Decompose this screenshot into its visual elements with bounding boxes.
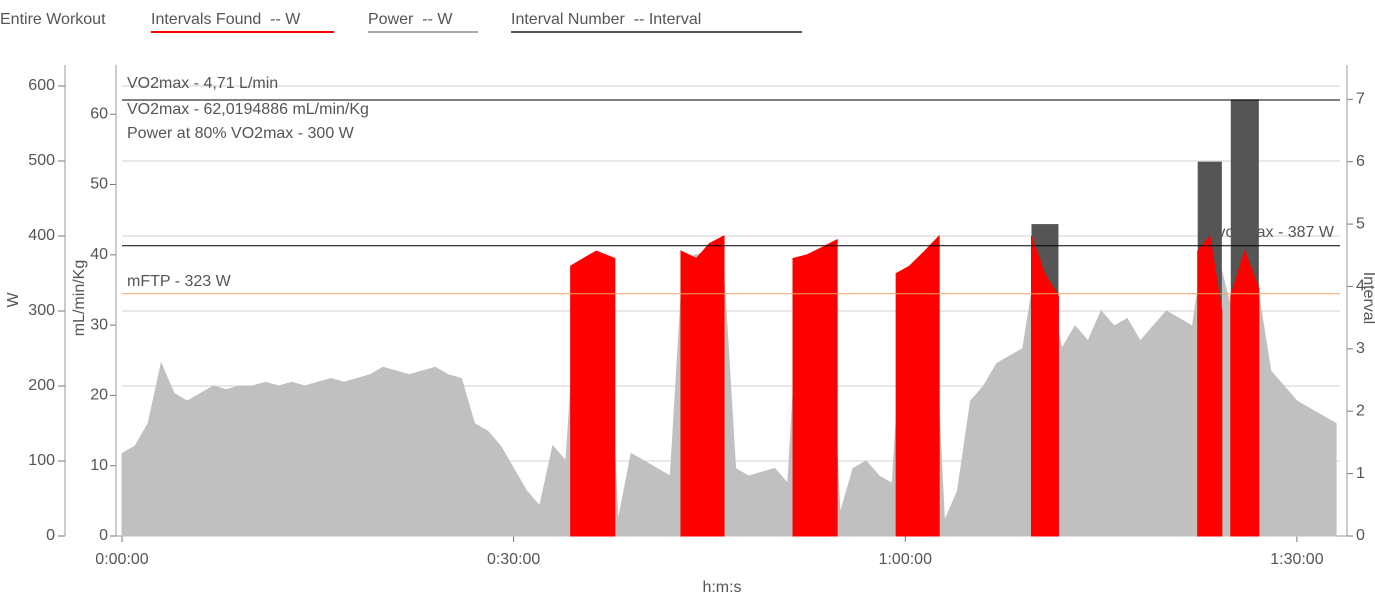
y3-axis-title: Interval xyxy=(1360,272,1375,324)
power-area xyxy=(1030,235,1059,537)
y3-tick-label: 5 xyxy=(1356,215,1365,232)
y2-tick-label: 50 xyxy=(90,176,108,193)
y3-tick-label: 2 xyxy=(1356,402,1365,419)
reference-label: Pvo2max - 387 W xyxy=(1207,224,1335,241)
power-area xyxy=(570,250,616,537)
x-axis-title: h:m:s xyxy=(702,579,741,596)
reference-label: mFTP - 323 W xyxy=(127,273,232,290)
y-tick-label: 300 xyxy=(28,302,55,319)
y2-tick-label: 10 xyxy=(90,457,108,474)
x-tick-label: 1:00:00 xyxy=(879,551,932,568)
y-tick-label: 0 xyxy=(46,527,55,544)
y3-tick-label: 6 xyxy=(1356,153,1365,170)
y2-axis-title: mL/min/Kg xyxy=(71,260,88,336)
y3-tick-label: 0 xyxy=(1356,527,1365,544)
power-area xyxy=(121,234,1337,537)
x-tick-label: 1:30:00 xyxy=(1270,551,1323,568)
y-tick-label: 600 xyxy=(28,77,55,94)
power-area xyxy=(895,234,940,537)
legend-label[interactable]: Power -- W xyxy=(368,11,453,28)
power-area xyxy=(680,235,725,537)
power-area xyxy=(1230,249,1260,537)
y2-tick-label: 60 xyxy=(90,105,108,122)
y3-tick-label: 4 xyxy=(1356,278,1365,295)
y2-tick-label: 0 xyxy=(99,527,108,544)
annotation: VO2max - 4,71 L/min xyxy=(127,75,278,92)
y-axis-title: W xyxy=(5,292,22,308)
annotation: Power at 80% VO2max - 300 W xyxy=(127,125,355,142)
power-area xyxy=(792,238,838,537)
x-tick-label: 0:30:00 xyxy=(487,551,540,568)
legend-label[interactable]: Intervals Found -- W xyxy=(151,11,301,28)
y-tick-label: 100 xyxy=(28,452,55,469)
legend-label[interactable]: Interval Number -- Interval xyxy=(511,11,701,28)
x-tick-label: 0:00:00 xyxy=(95,551,148,568)
y-tick-label: 200 xyxy=(28,377,55,394)
y2-tick-label: 40 xyxy=(90,246,108,263)
y-tick-label: 500 xyxy=(28,152,55,169)
y2-tick-label: 30 xyxy=(90,316,108,333)
y2-tick-label: 20 xyxy=(90,387,108,404)
power-area xyxy=(1197,234,1223,537)
y3-tick-label: 7 xyxy=(1356,91,1365,108)
y3-tick-label: 3 xyxy=(1356,340,1365,357)
y-tick-label: 400 xyxy=(28,227,55,244)
tab[interactable]: Entire Workout xyxy=(0,11,106,28)
reference-label: VO2max - 62,0194886 mL/min/Kg xyxy=(127,101,369,118)
y3-tick-label: 1 xyxy=(1356,465,1365,482)
